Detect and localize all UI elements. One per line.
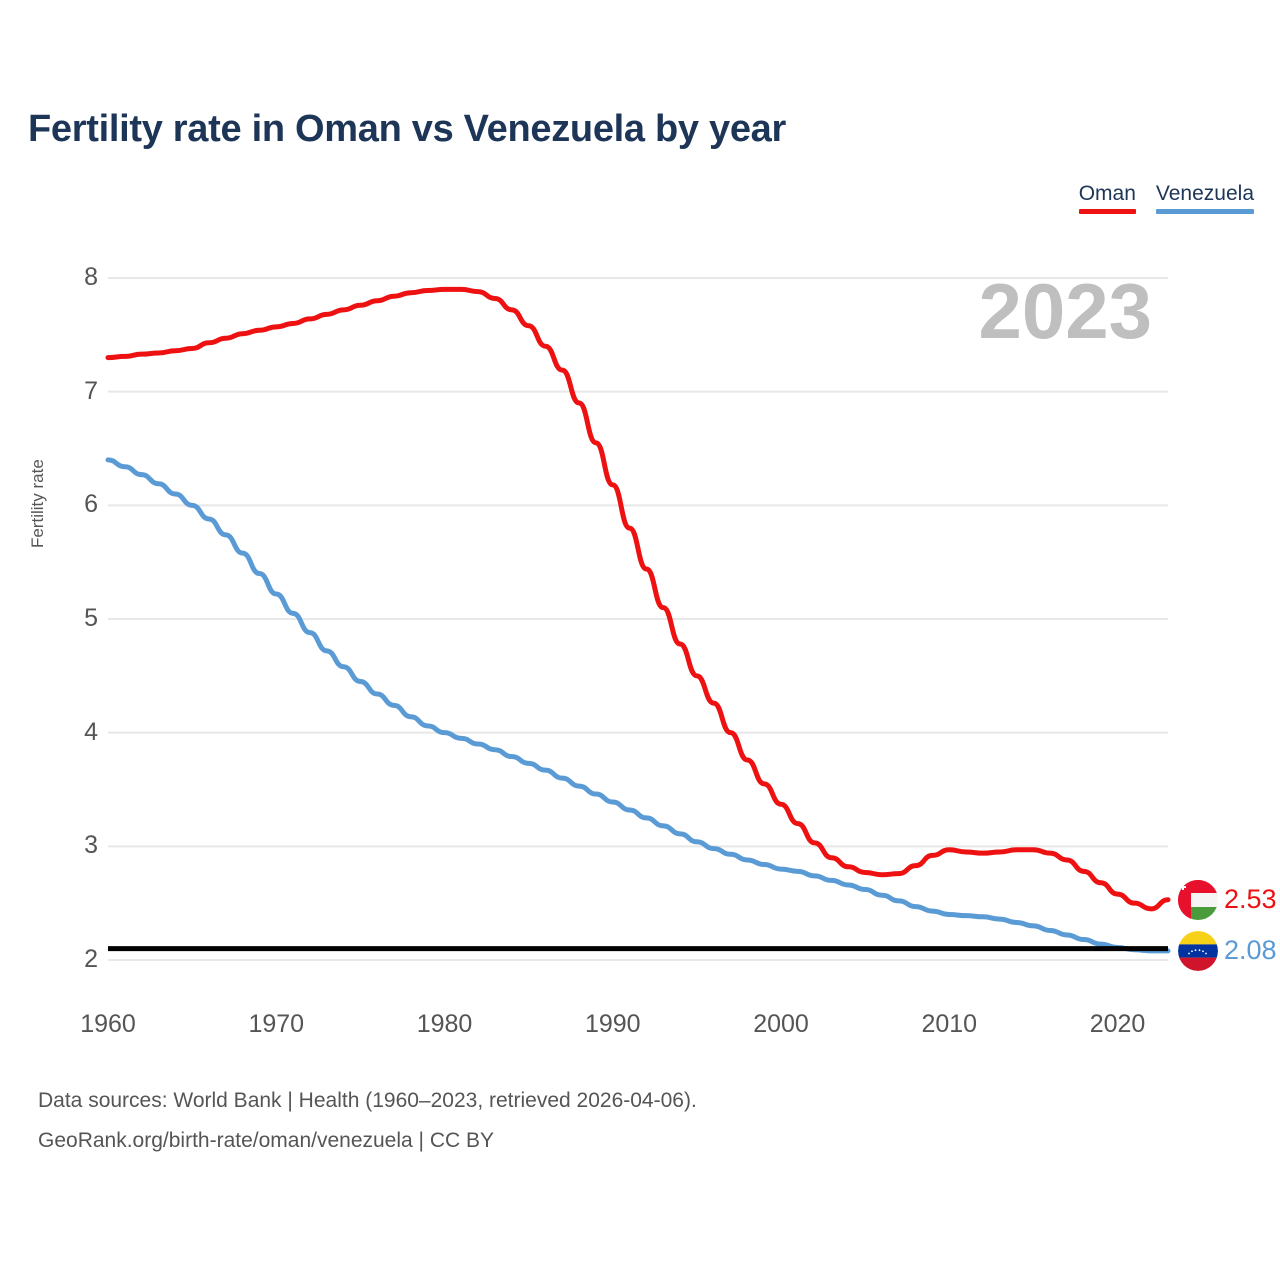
x-tick-label: 1960	[80, 1010, 136, 1038]
page-title: Fertility rate in Oman vs Venezuela by y…	[28, 108, 786, 150]
series-lines	[105, 286, 1171, 954]
legend-item-oman[interactable]: Oman	[1078, 182, 1136, 214]
legend-swatch-venezuela	[1155, 209, 1254, 214]
series-line-venezuela	[105, 457, 1171, 954]
x-tick-label: 1970	[248, 1010, 305, 1038]
oman-flag-icon	[1178, 879, 1218, 920]
x-tick-label: 2020	[1089, 1010, 1146, 1038]
year-watermark: 2023	[978, 267, 1152, 355]
x-tick-label: 1980	[416, 1010, 473, 1038]
footer-attribution: GeoRank.org/birth-rate/oman/venezuela | …	[38, 1129, 495, 1152]
y-tick-label: 5	[84, 604, 98, 632]
series-line-oman	[105, 286, 1171, 912]
gridlines	[108, 277, 1168, 961]
x-tick-label: 1990	[584, 1010, 641, 1038]
venezuela-flag-icon	[1178, 930, 1218, 971]
legend-label-oman: Oman	[1078, 182, 1136, 205]
x-tick-label: 2010	[921, 1010, 978, 1038]
legend-item-venezuela[interactable]: Venezuela	[1155, 182, 1254, 214]
x-tick-label: 2000	[753, 1010, 809, 1038]
footer-data-sources: Data sources: World Bank | Health (1960–…	[38, 1089, 697, 1112]
venezuela-end-value: 2.08	[1224, 934, 1277, 965]
legend-swatch-oman	[1078, 209, 1136, 214]
y-tick-label: 8	[84, 263, 98, 291]
y-tick-label: 7	[84, 376, 98, 405]
oman-end-value: 2.53	[1224, 883, 1277, 914]
y-tick-label: 4	[84, 717, 98, 746]
y-tick-label: 2	[84, 945, 98, 973]
y-tick-label: 3	[84, 831, 98, 860]
legend: Oman Venezuela	[1078, 182, 1254, 214]
y-tick-label: 6	[84, 490, 98, 519]
legend-label-venezuela: Venezuela	[1155, 182, 1254, 205]
